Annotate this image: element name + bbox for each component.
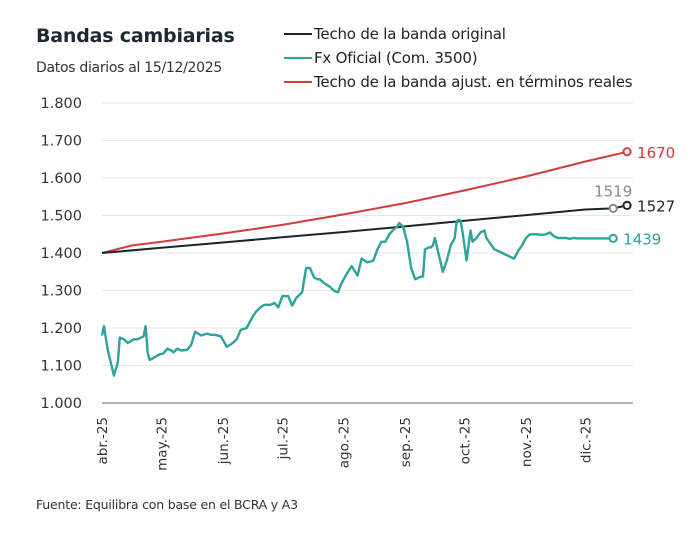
end-marker	[622, 200, 632, 210]
y-tick-label: 1.200	[40, 321, 82, 337]
legend-swatch-techo-original	[284, 32, 312, 36]
data-label: 1519	[594, 182, 632, 200]
x-tick-label: oct.-25	[458, 417, 474, 464]
data-label: 1527	[637, 197, 675, 215]
end-marker	[608, 203, 618, 213]
x-tick-label: dic.-25	[578, 417, 594, 463]
x-tick-label: nov.-25	[519, 417, 535, 467]
y-tick-label: 1.500	[40, 209, 82, 225]
chart-title: Bandas cambiarias	[36, 25, 235, 47]
data-label: 1439	[623, 230, 661, 248]
x-axis-ticks: abr.-25 may.-25 jun.-25 jul.-25 ago.-25 sep.-…	[95, 417, 594, 471]
legend-swatch-techo-ajustado	[284, 80, 312, 84]
y-tick-label: 1.100	[40, 359, 82, 375]
y-tick-label: 1.700	[40, 134, 82, 150]
y-tick-label: 1.400	[40, 246, 82, 262]
chart-subtitle: Datos diarios al 15/12/2025	[36, 60, 222, 76]
y-tick-label: 1.800	[40, 96, 82, 112]
y-axis-ticks: 1.000 1.100 1.200 1.300 1.400 1.500 1.600 1.700…	[40, 96, 82, 412]
y-tick-label: 1.000	[40, 396, 82, 412]
legend-item-fx-oficial: Fx Oficial (Com. 3500)	[284, 46, 632, 70]
legend-label: Techo de la banda ajust. en términos rea…	[314, 73, 633, 91]
x-tick-label: ago.-25	[337, 417, 353, 468]
legend-label: Techo de la banda original	[314, 25, 506, 43]
end-marker	[608, 233, 618, 243]
legend-item-techo-ajustado: Techo de la banda ajust. en términos rea…	[284, 70, 633, 94]
y-tick-label: 1.600	[40, 171, 82, 187]
y-tick-label: 1.300	[40, 284, 82, 300]
x-tick-label: jul.-25	[275, 417, 291, 460]
series-group	[100, 150, 628, 377]
legend-item-techo-original: Techo de la banda original	[284, 22, 632, 46]
data-label: 1670	[637, 144, 675, 162]
legend: Techo de la banda original Fx Oficial (C…	[284, 22, 633, 94]
x-tick-label: sep.-25	[398, 417, 414, 467]
legend-swatch-fx-oficial	[284, 56, 312, 60]
series-line-fx-oficial	[100, 218, 614, 377]
series-line-techo-ajustado	[101, 150, 628, 254]
series-line-techo-original	[101, 204, 628, 254]
grid-lines	[102, 102, 633, 404]
end-marker	[622, 147, 632, 157]
x-tick-label: abr.-25	[95, 417, 111, 465]
legend-label: Fx Oficial (Com. 3500)	[314, 49, 478, 67]
source-note: Fuente: Equilibra con base en el BCRA y …	[36, 497, 298, 512]
end-markers: 1519 1527 1439 1670	[594, 144, 675, 249]
x-tick-label: may.-25	[154, 417, 170, 471]
x-tick-label: jun.-25	[216, 417, 232, 465]
